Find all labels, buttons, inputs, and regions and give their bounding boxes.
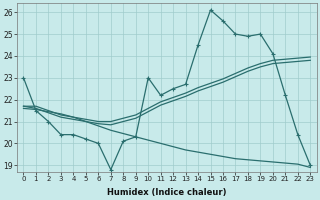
X-axis label: Humidex (Indice chaleur): Humidex (Indice chaleur) bbox=[107, 188, 227, 197]
